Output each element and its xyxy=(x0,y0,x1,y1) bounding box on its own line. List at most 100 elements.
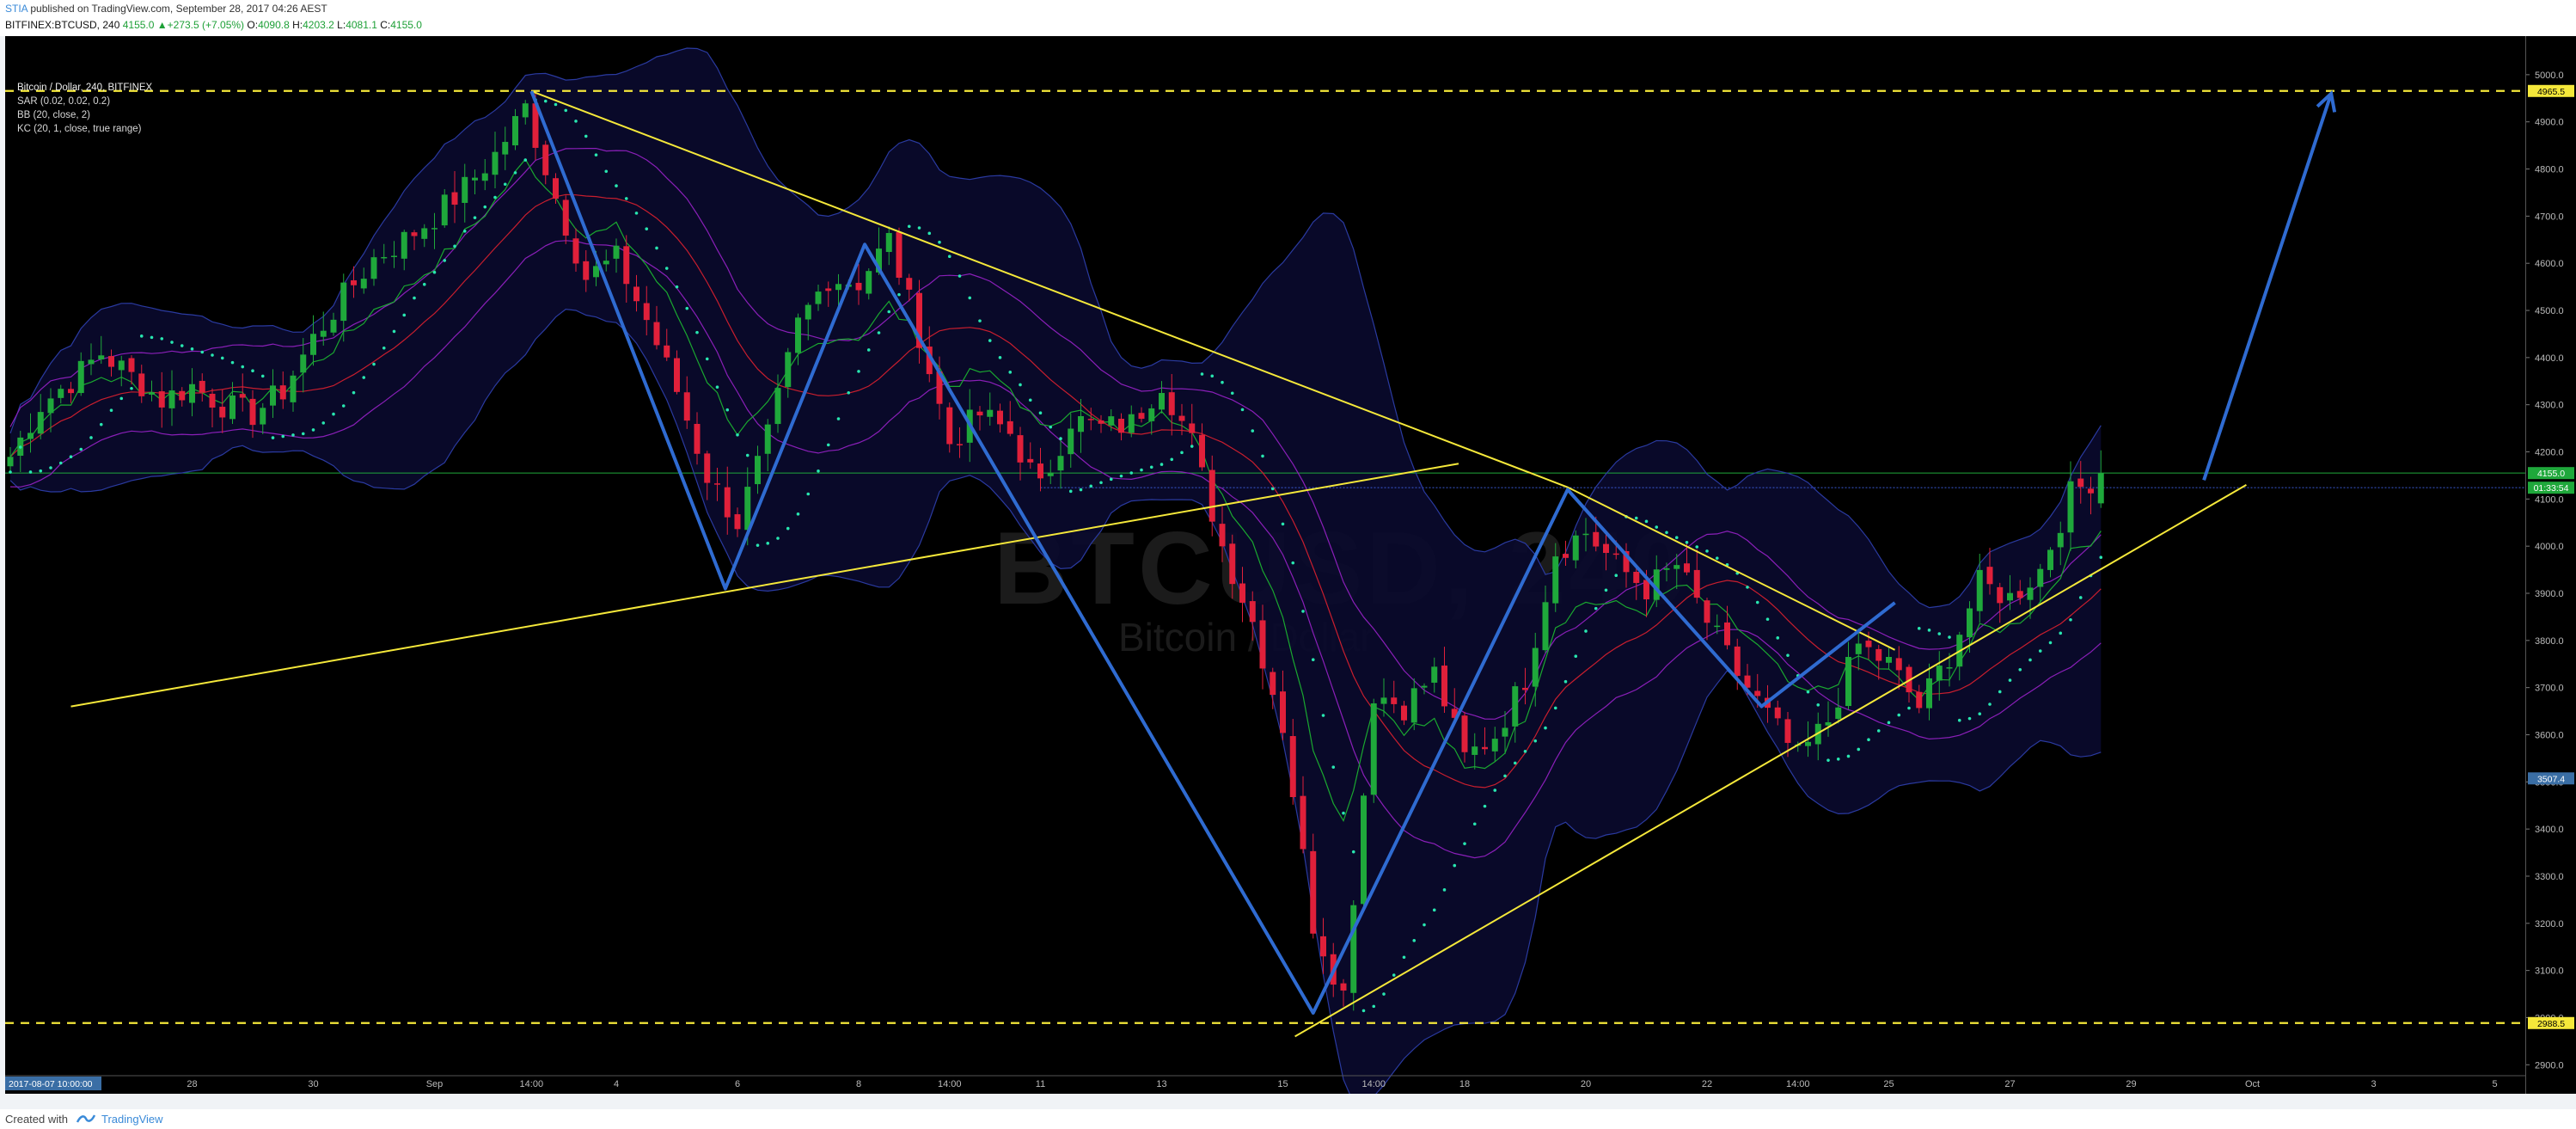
sar-dot xyxy=(1412,939,1416,942)
candle-body xyxy=(320,330,327,337)
sar-dot xyxy=(392,329,396,334)
candle-body xyxy=(1572,535,1579,561)
time-tick-label: 13 xyxy=(1156,1079,1166,1089)
bb-basis xyxy=(9,193,2102,788)
kc-upper xyxy=(9,148,2102,720)
sar-dot xyxy=(1584,629,1588,633)
price-label-text: 01:33:54 xyxy=(2534,483,2569,494)
sar-dot xyxy=(695,330,699,334)
sar-dot xyxy=(1594,606,1598,611)
sar-dot xyxy=(9,470,12,474)
sar-dot xyxy=(260,374,265,378)
price-tick-label: 4300.0 xyxy=(2535,401,2564,411)
candle-body xyxy=(1693,569,1700,598)
sar-dot xyxy=(109,408,113,412)
sar-dot xyxy=(988,339,992,342)
candle-body xyxy=(1886,656,1892,663)
sar-dot xyxy=(1109,477,1113,482)
candle-body xyxy=(674,358,680,392)
candle-body xyxy=(1967,608,1973,638)
time-tick-label: 28 xyxy=(187,1079,197,1089)
candle-body xyxy=(1208,469,1215,522)
time-tick-label: Oct xyxy=(2245,1079,2260,1089)
tradingview-link[interactable]: TradingView xyxy=(101,1113,163,1126)
candle-body xyxy=(1491,739,1498,752)
candle-body xyxy=(1007,420,1013,434)
candle-body xyxy=(2007,592,2013,601)
price-tick-label: 3300.0 xyxy=(2535,872,2564,882)
sar-dot xyxy=(836,417,841,420)
sar-dot xyxy=(200,350,205,354)
candle-body xyxy=(1946,667,1953,669)
price-tick-label: 4500.0 xyxy=(2535,306,2564,316)
sar-dot xyxy=(1957,718,1961,722)
sar-dot xyxy=(1867,738,1870,742)
sar-dot xyxy=(1857,747,1861,752)
legend-kc[interactable]: KC (20, 1, close, true range) xyxy=(17,124,142,134)
candle-body xyxy=(108,356,114,367)
legend-bb[interactable]: BB (20, close, 2) xyxy=(17,110,91,120)
open-value: 4090.8 xyxy=(258,19,290,31)
sar-dot xyxy=(543,99,548,103)
candle-body xyxy=(138,373,145,396)
candle-body xyxy=(795,317,801,353)
candle-body xyxy=(300,354,307,373)
price-axis-svg: 2900.03000.03100.03200.03300.03400.03500… xyxy=(2526,71,2574,1071)
sar-dot xyxy=(1049,425,1053,429)
candle-body xyxy=(1472,746,1478,755)
candle-body xyxy=(1219,524,1226,547)
sar-dot xyxy=(715,385,719,390)
sar-dot xyxy=(574,120,578,123)
candle-body xyxy=(1825,722,1832,726)
candle-body xyxy=(1068,428,1074,455)
sar-dot xyxy=(1210,374,1215,378)
sar-dot xyxy=(1927,629,1931,632)
candle-body xyxy=(1300,795,1306,850)
legend-title[interactable]: Bitcoin / Dollar, 240, BITFINEX xyxy=(17,83,153,93)
sar-dot xyxy=(413,296,416,300)
candle-body xyxy=(28,433,34,439)
author-link[interactable]: STIA xyxy=(5,3,28,15)
price-axis[interactable]: 2900.03000.03100.03200.03300.03400.03500… xyxy=(2525,36,2576,1094)
sar-dot xyxy=(1402,955,1406,960)
sar-dot xyxy=(2059,631,2063,635)
candle-body xyxy=(1976,569,1983,611)
sar-dot xyxy=(503,182,507,187)
candle-body xyxy=(330,319,337,333)
sar-dot xyxy=(554,102,558,107)
price-tick-label: 3800.0 xyxy=(2535,636,2564,647)
candle-body xyxy=(885,232,892,253)
sar-dot xyxy=(1685,540,1689,544)
candle-body xyxy=(1582,533,1589,536)
candle-body xyxy=(168,390,175,408)
candle-body xyxy=(774,388,781,425)
candle-body xyxy=(906,278,913,290)
sar-dot xyxy=(432,270,437,274)
sar-dot xyxy=(39,469,43,473)
price-chart[interactable]: 2017-08-07 10:00:00 14:00 28 30 Sep 14:00 4 6 8 1… xyxy=(5,36,2525,1094)
candle-body xyxy=(1744,675,1751,688)
candle-body xyxy=(98,355,105,359)
sar-dot xyxy=(675,285,679,289)
sar-dot xyxy=(2038,649,2042,653)
candle-body xyxy=(290,375,297,402)
sar-dot xyxy=(79,447,83,451)
sar-dot xyxy=(311,428,315,432)
candle-body xyxy=(1754,690,1761,696)
candle-body xyxy=(451,192,458,206)
time-tick-label: 4 xyxy=(614,1079,619,1089)
sar-dot xyxy=(1634,516,1638,520)
candle-body xyxy=(724,487,731,518)
sar-dot xyxy=(2028,658,2032,662)
candle-body xyxy=(512,116,518,146)
legend-sar[interactable]: SAR (0.02, 0.02, 0.2) xyxy=(17,96,111,107)
sar-dot xyxy=(645,227,649,230)
candle-body xyxy=(1128,414,1135,433)
candle-body xyxy=(926,347,933,375)
chart-area[interactable]: BTCUSD, 240 Bitcoin / Dollar 2017-08-07 … xyxy=(5,36,2525,1094)
time-tick-label: 3 xyxy=(2371,1079,2376,1089)
candle-body xyxy=(1027,458,1034,463)
sar-dot xyxy=(604,169,609,174)
sar-dot xyxy=(1967,716,1972,721)
candle-body xyxy=(664,345,670,358)
